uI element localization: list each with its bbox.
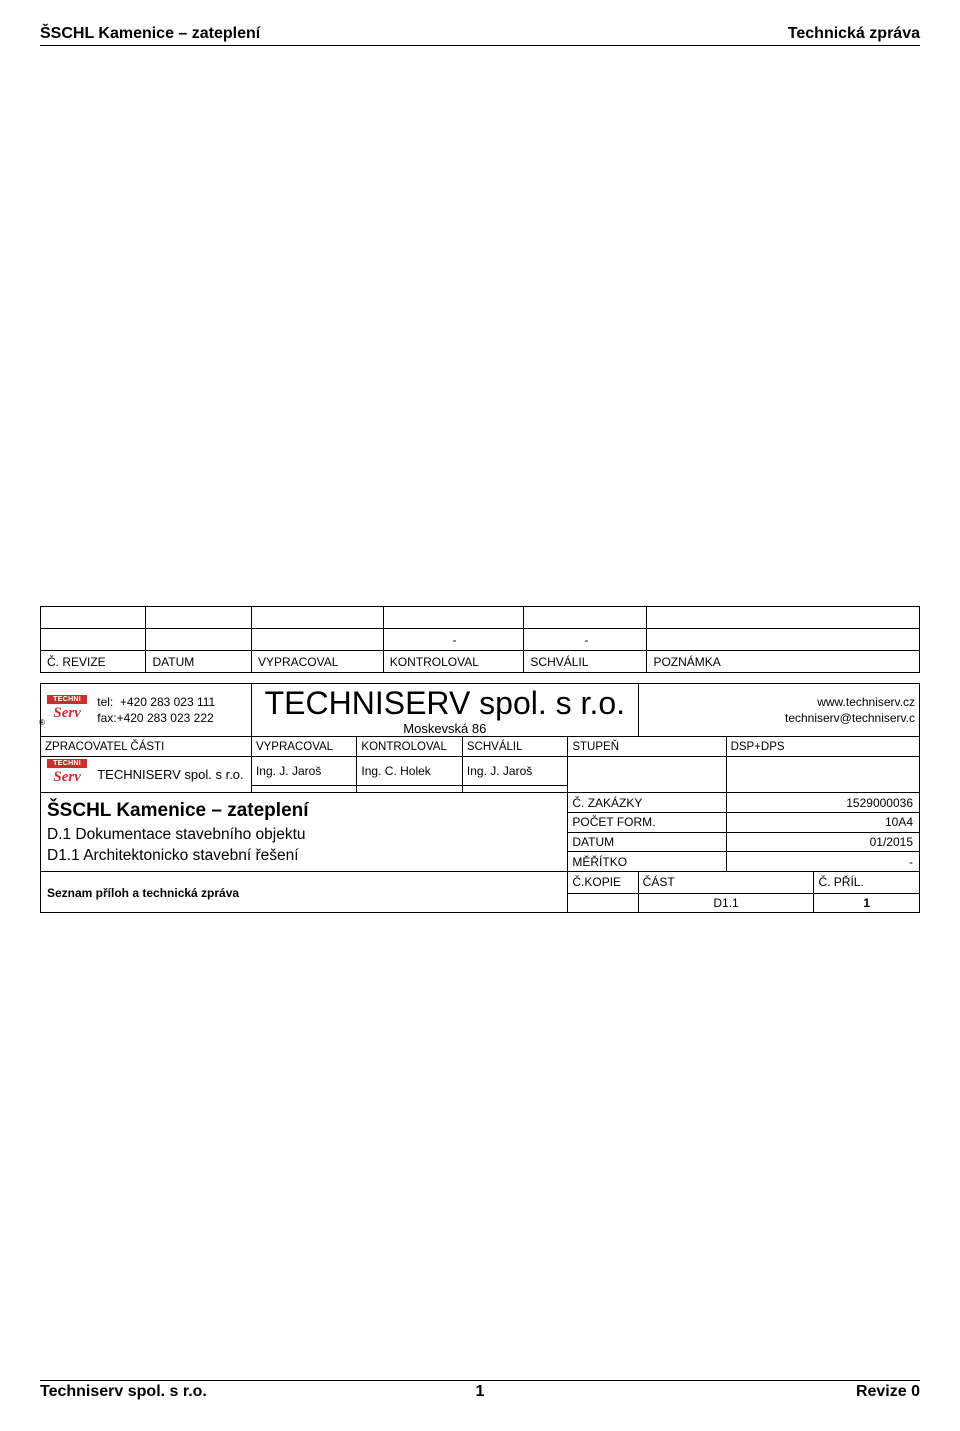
company-address: Moskevská 86 (252, 721, 638, 736)
page-header: ŠSCHL Kamenice – zateplení Technická zpr… (40, 24, 920, 46)
company-web: www.techniserv.cz (643, 694, 915, 710)
meta-meritko-label: MĚŘÍTKO (568, 852, 726, 872)
logo-registered: ® (39, 718, 45, 727)
meta-zakazky-row: ŠSCHL Kamenice – zateplení D.1 Dokumenta… (41, 793, 920, 813)
zprac-header-row: ZPRACOVATEL ČÁSTI VYPRACOVAL KONTROLOVAL… (41, 737, 920, 757)
company-logo: TECHNI Serv ® (45, 693, 89, 725)
zprac-p-kont: Ing. C. Holek (357, 757, 462, 786)
titleblock-area: - - Č. REVIZE DATUM VYPRACOVAL KONTROLOV… (40, 606, 920, 913)
rev-h-pozn: POZNÁMKA (647, 651, 920, 673)
rev-h-revize: Č. REVIZE (41, 651, 146, 673)
zprac-logo: TECHNI Serv (45, 757, 89, 789)
zprac-h-stupen: STUPEŇ (568, 737, 726, 757)
rev-h-vypr: VYPRACOVAL (251, 651, 383, 673)
zprac-label: ZPRACOVATEL ČÁSTI (41, 737, 252, 757)
company-email: techniserv@techniserv.c (643, 710, 915, 726)
rev-h-datum: DATUM (146, 651, 251, 673)
zprac-people-row: TECHNI Serv TECHNISERV spol. s r.o. Ing.… (41, 757, 920, 786)
meta-pril-label: Č. PŘÍL. (814, 871, 920, 893)
meta-datum-val: 01/2015 (726, 832, 919, 852)
footer-left: Techniserv spol. s r.o. (40, 1383, 456, 1401)
project-document: Seznam příloh a technická zpráva (41, 871, 568, 912)
logo-banner: TECHNI (47, 695, 87, 704)
header-left: ŠSCHL Kamenice – zateplení (40, 24, 260, 43)
meta-meritko-val: - (726, 852, 919, 872)
zprac-h-vypr: VYPRACOVAL (251, 737, 356, 757)
company-fax: fax:+420 283 023 222 (97, 710, 247, 726)
zprac-h-kont: KONTROLOVAL (357, 737, 462, 757)
titleblock-table: TECHNI Serv ® tel: +420 283 023 111 fax:… (40, 683, 920, 913)
zprac-p-schv: Ing. J. Jaroš (462, 757, 567, 786)
footer-center: 1 (456, 1383, 505, 1401)
zprac-company: TECHNISERV spol. s r.o. (93, 757, 251, 793)
meta-kopie-header-row: Seznam příloh a technická zpráva Č.KOPIE… (41, 871, 920, 893)
meta-code: D1.1 (638, 893, 814, 912)
zprac-v-stupen: DSP+DPS (726, 737, 919, 757)
company-tel: tel: +420 283 023 111 (97, 694, 247, 710)
meta-num: 1 (814, 893, 920, 912)
company-name: TECHNISERV spol. s r.o. (252, 684, 638, 721)
page-footer: Techniserv spol. s r.o. 1 Revize 0 (40, 1340, 920, 1401)
footer-right: Revize 0 (504, 1383, 920, 1401)
meta-pocet-label: POČET FORM. (568, 813, 726, 833)
project-title: ŠSCHL Kamenice – zateplení (41, 793, 567, 825)
rev-dash-2: - (524, 629, 647, 651)
meta-zakazky-val: 1529000036 (726, 793, 919, 813)
revision-row-blank2: - - (41, 629, 920, 651)
revision-row-blank1 (41, 607, 920, 629)
zprac-h-schv: SCHVÁLIL (462, 737, 567, 757)
company-row: TECHNI Serv ® tel: +420 283 023 111 fax:… (41, 684, 920, 737)
revision-table: - - Č. REVIZE DATUM VYPRACOVAL KONTROLOV… (40, 606, 920, 673)
logo-script: Serv (47, 704, 87, 723)
rev-h-kontrol: KONTROLOVAL (383, 651, 524, 673)
meta-cast-label: ČÁST (638, 871, 814, 893)
header-right: Technická zpráva (788, 24, 920, 43)
meta-datum-label: DATUM (568, 832, 726, 852)
page: ŠSCHL Kamenice – zateplení Technická zpr… (0, 0, 960, 1431)
zprac-p-vypr: Ing. J. Jaroš (251, 757, 356, 786)
rev-dash-1: - (383, 629, 524, 651)
project-line2: D1.1 Architektonicko stavební řešení (47, 846, 561, 867)
project-line1: D.1 Dokumentace stavebního objektu (47, 825, 561, 846)
rev-h-schval: SCHVÁLIL (524, 651, 647, 673)
meta-zakazky-label: Č. ZAKÁZKY (568, 793, 726, 813)
meta-pocet-val: 10A4 (726, 813, 919, 833)
revision-header-row: Č. REVIZE DATUM VYPRACOVAL KONTROLOVAL S… (41, 651, 920, 673)
meta-kopie-label: Č.KOPIE (568, 871, 638, 893)
